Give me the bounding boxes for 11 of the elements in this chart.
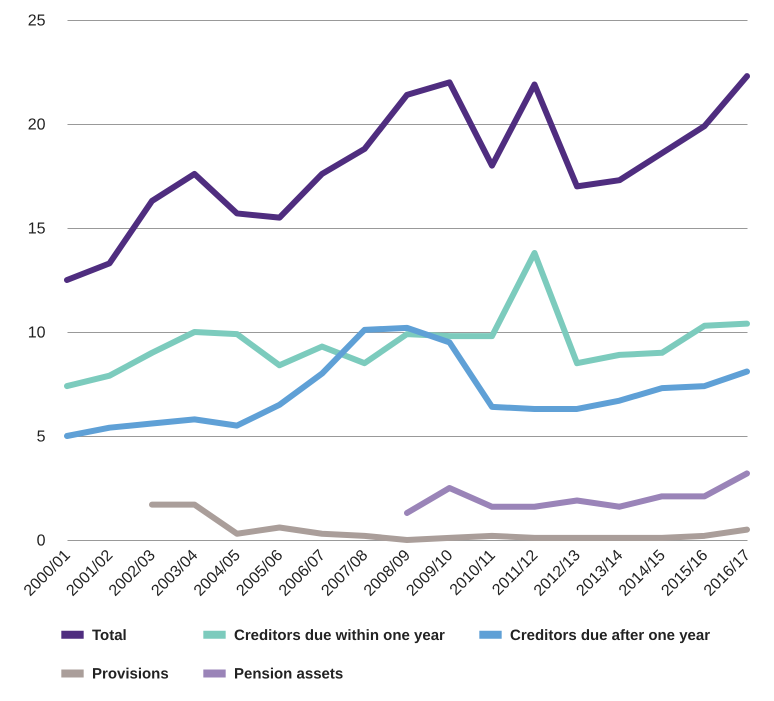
y-tick-label: 25 bbox=[28, 12, 46, 30]
y-tick-label: 10 bbox=[28, 324, 46, 342]
legend-label: Creditors due within one year bbox=[234, 626, 446, 644]
y-tick-label: 20 bbox=[28, 116, 46, 134]
legend-label: Creditors due after one year bbox=[510, 626, 710, 644]
legend-label: Total bbox=[92, 626, 127, 644]
legend-label: Provisions bbox=[92, 666, 169, 682]
y-tick-label: 0 bbox=[36, 532, 46, 550]
y-tick-label: 5 bbox=[36, 428, 46, 446]
legend-label: Pension assets bbox=[234, 666, 344, 682]
y-tick-label: 15 bbox=[28, 220, 46, 238]
